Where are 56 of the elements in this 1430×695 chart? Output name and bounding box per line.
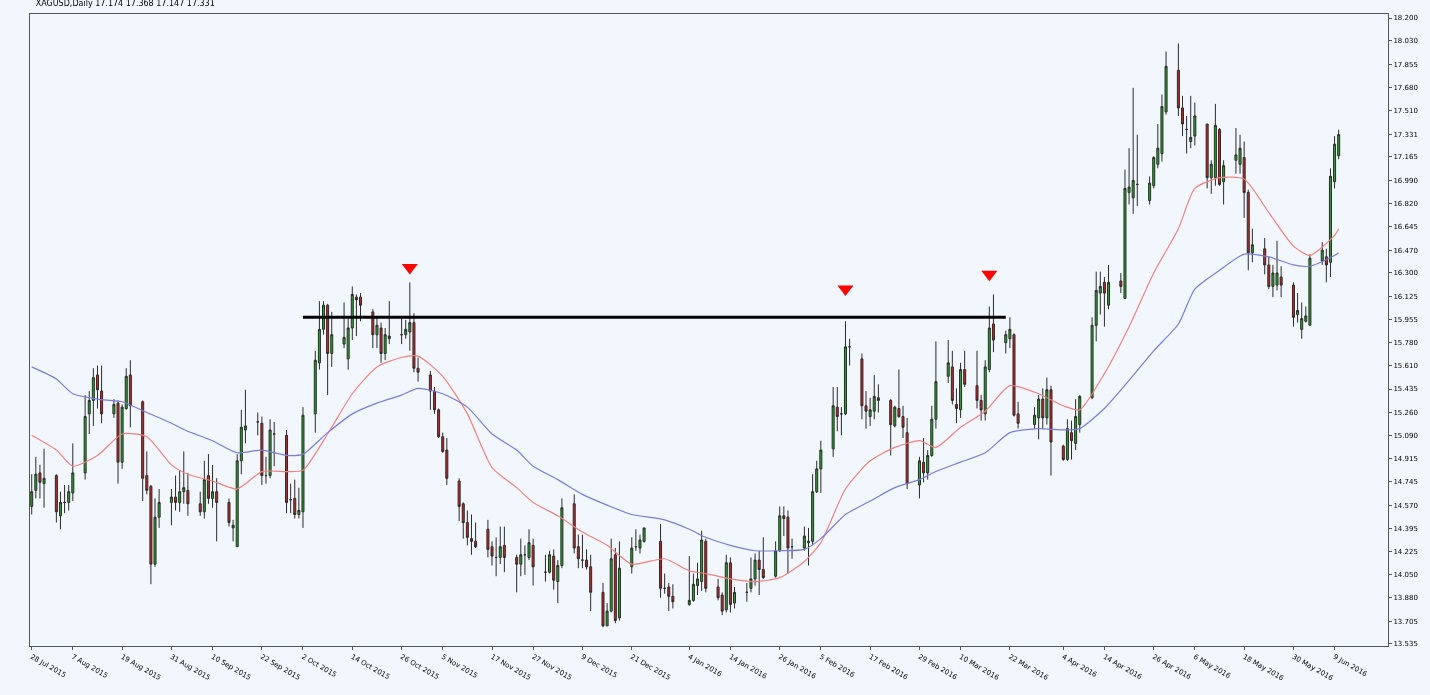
candlestick <box>1291 281 1295 328</box>
candlestick <box>256 412 260 436</box>
candlestick <box>819 440 823 494</box>
candlestick <box>83 394 87 481</box>
candlestick <box>634 528 638 552</box>
point <box>837 285 854 297</box>
candlestick <box>1189 95 1193 149</box>
line-series <box>31 252 1340 552</box>
candlestick <box>285 429 289 514</box>
candlestick <box>30 473 34 515</box>
candlestick <box>371 308 375 349</box>
candlestick <box>1300 301 1304 340</box>
candlestick <box>1185 115 1189 155</box>
candlestick <box>843 320 847 416</box>
candlestick <box>1131 87 1135 215</box>
candlestick <box>128 359 132 428</box>
candlestick <box>42 448 46 509</box>
candlestick <box>63 484 67 514</box>
candlestick <box>786 509 790 575</box>
candlestick <box>326 303 330 396</box>
candlestick <box>778 505 782 553</box>
candlestick <box>848 338 852 367</box>
candlestick <box>724 554 728 613</box>
candlestick <box>1234 127 1238 175</box>
point <box>981 270 998 282</box>
candlestick <box>617 540 621 622</box>
candlestick <box>301 406 305 529</box>
line-series <box>31 176 1340 583</box>
candlestick <box>774 540 778 579</box>
candlestick <box>831 386 835 458</box>
candlestick <box>260 416 264 486</box>
candlestick <box>700 530 704 592</box>
candlestick <box>543 554 547 583</box>
candlestick <box>1193 102 1197 146</box>
candlestick <box>601 582 605 628</box>
candlestick <box>116 399 120 485</box>
candlestick <box>889 398 893 456</box>
candlestick <box>659 523 663 599</box>
candlestick <box>494 536 498 577</box>
chart-title: XAGUSD,Daily 17.174 17.368 17.147 17.331 <box>35 0 215 9</box>
candlestick <box>1065 418 1069 462</box>
candlestick <box>687 555 691 607</box>
candlestick <box>671 583 675 609</box>
candlestick <box>34 456 38 499</box>
candlestick <box>379 322 383 364</box>
candlestick <box>728 556 732 613</box>
candlestick <box>1308 253 1312 326</box>
candlestick <box>445 437 449 486</box>
candlestick <box>141 399 145 502</box>
candlestick <box>630 536 634 575</box>
candlestick <box>502 526 506 573</box>
candlestick <box>100 365 104 424</box>
candlestick <box>293 479 297 520</box>
candlestick <box>469 514 473 556</box>
candlestick <box>428 370 432 411</box>
candlestick <box>580 534 584 569</box>
